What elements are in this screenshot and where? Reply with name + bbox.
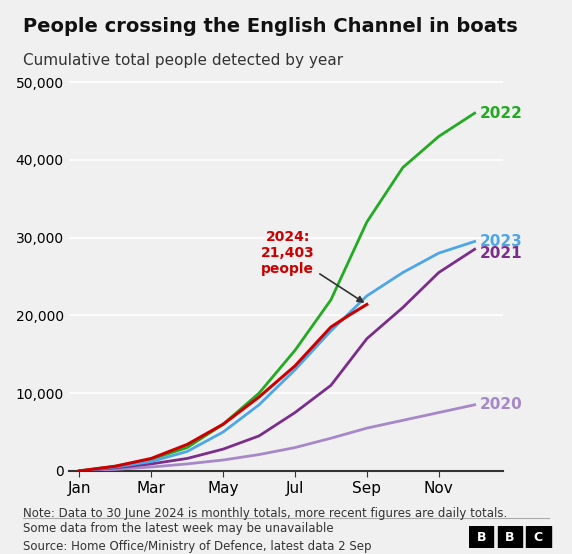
Text: People crossing the English Channel in boats: People crossing the English Channel in b… bbox=[23, 17, 518, 35]
Text: C: C bbox=[534, 531, 543, 544]
Text: 2024:
21,403
people: 2024: 21,403 people bbox=[261, 230, 363, 302]
Text: Cumulative total people detected by year: Cumulative total people detected by year bbox=[23, 53, 343, 68]
Text: 2023: 2023 bbox=[480, 234, 523, 249]
Text: 2021: 2021 bbox=[480, 245, 523, 260]
FancyBboxPatch shape bbox=[498, 526, 522, 548]
Text: 2020: 2020 bbox=[480, 397, 523, 412]
Text: B: B bbox=[476, 531, 486, 544]
FancyBboxPatch shape bbox=[526, 526, 551, 548]
Text: B: B bbox=[505, 531, 515, 544]
Text: 2022: 2022 bbox=[480, 106, 523, 121]
Text: Note: Data to 30 June 2024 is monthly totals, more recent figures are daily tota: Note: Data to 30 June 2024 is monthly to… bbox=[23, 507, 507, 535]
Text: Source: Home Office/Ministry of Defence, latest data 2 Sep: Source: Home Office/Ministry of Defence,… bbox=[23, 540, 371, 553]
FancyBboxPatch shape bbox=[469, 526, 493, 548]
